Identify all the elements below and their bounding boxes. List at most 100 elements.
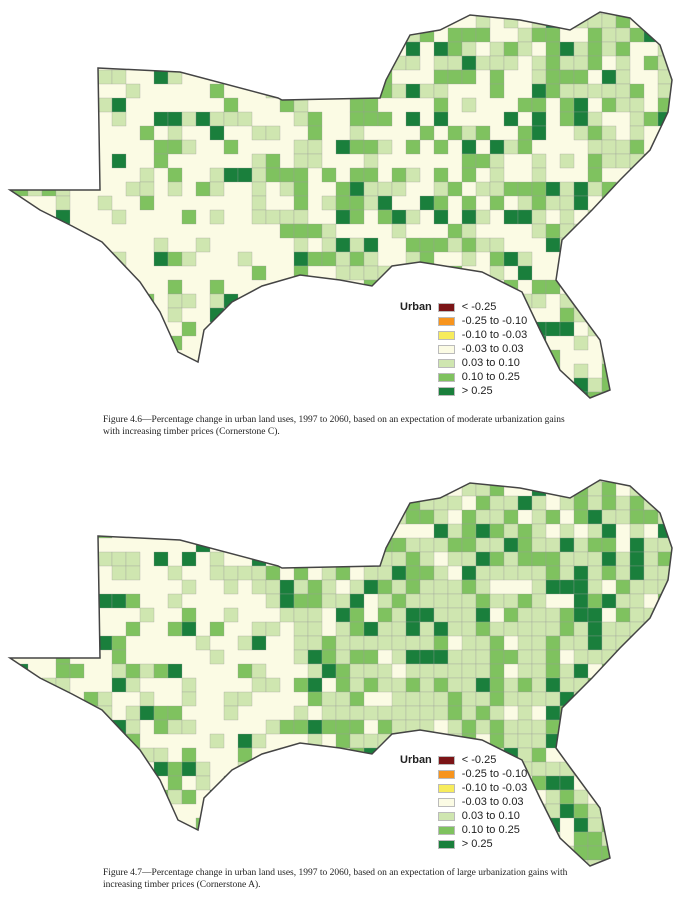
county [447, 663, 463, 679]
county [307, 391, 323, 398]
county [293, 349, 309, 365]
county [97, 803, 113, 819]
county [587, 41, 603, 57]
county [531, 293, 547, 309]
county [686, 350, 690, 364]
county [293, 293, 309, 309]
county [349, 537, 365, 553]
county [265, 789, 281, 805]
county [573, 509, 589, 525]
county [195, 181, 211, 197]
county [433, 97, 449, 113]
county [433, 733, 449, 749]
county [335, 621, 351, 637]
county [489, 481, 505, 497]
county [559, 391, 575, 398]
county [153, 495, 169, 511]
county [349, 607, 365, 623]
county [601, 181, 617, 197]
county [335, 181, 351, 197]
county [615, 705, 631, 721]
county [517, 593, 533, 609]
county [489, 480, 505, 483]
county [125, 293, 141, 309]
county [41, 97, 57, 113]
county [321, 363, 337, 379]
county [573, 83, 589, 99]
county [265, 677, 281, 693]
county [349, 705, 365, 721]
county [391, 593, 407, 609]
county [517, 649, 533, 665]
county [587, 167, 603, 183]
county [629, 251, 645, 267]
county [69, 663, 85, 679]
county [405, 551, 421, 567]
county [573, 649, 589, 665]
county [125, 775, 141, 791]
county [293, 153, 309, 169]
county [153, 509, 169, 525]
county [629, 495, 645, 511]
county [279, 363, 295, 379]
county [531, 125, 547, 141]
county [601, 621, 617, 637]
county [321, 593, 337, 609]
county [209, 649, 225, 665]
county [321, 83, 337, 99]
county [83, 97, 99, 113]
county [69, 495, 85, 511]
county [461, 237, 477, 253]
county [55, 495, 71, 511]
county [419, 593, 435, 609]
county [55, 845, 71, 861]
county [461, 12, 477, 15]
county [279, 349, 295, 365]
county [489, 705, 505, 721]
county [615, 251, 631, 267]
county [349, 167, 365, 183]
county [657, 209, 672, 225]
county [13, 335, 29, 351]
county [377, 579, 393, 595]
county [363, 111, 379, 127]
county [545, 69, 561, 85]
county [447, 69, 463, 85]
county [307, 635, 323, 651]
county [153, 55, 169, 71]
legend-item: -0.25 to -0.10 [437, 315, 527, 328]
county [559, 537, 575, 553]
county [657, 817, 672, 833]
county [587, 579, 603, 595]
county [349, 293, 365, 309]
county [279, 523, 295, 539]
county [41, 13, 57, 29]
county [629, 223, 645, 239]
county [503, 719, 519, 735]
county [657, 845, 672, 861]
county [657, 859, 672, 866]
county [153, 663, 169, 679]
county [657, 335, 672, 351]
county [167, 251, 183, 267]
county [433, 111, 449, 127]
county [629, 391, 645, 398]
county [349, 495, 365, 511]
county [307, 649, 323, 665]
county [629, 12, 645, 15]
county [349, 41, 365, 57]
county [447, 621, 463, 637]
county [321, 761, 337, 777]
county [419, 27, 435, 43]
county [209, 789, 225, 805]
county [643, 817, 659, 833]
county [601, 593, 617, 609]
county [377, 719, 393, 735]
county [363, 251, 379, 267]
county [615, 69, 631, 85]
county [686, 762, 690, 776]
county [335, 391, 351, 398]
county [405, 509, 421, 525]
county [139, 607, 155, 623]
county [377, 377, 393, 393]
